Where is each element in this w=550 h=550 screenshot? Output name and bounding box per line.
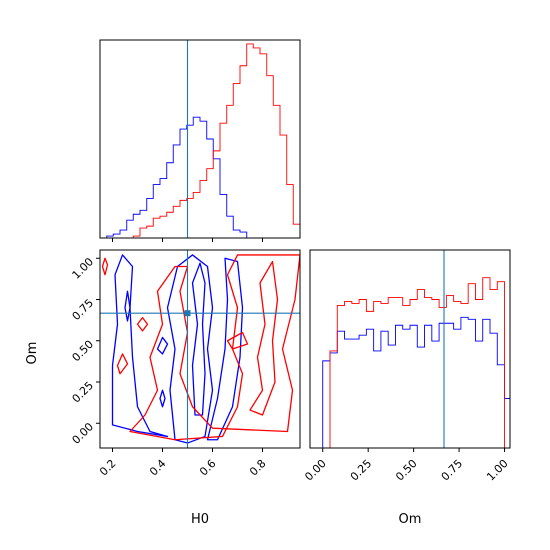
contour-4 bbox=[124, 290, 131, 322]
om-xtick-label-2: 0.50 bbox=[393, 457, 420, 484]
joint-ytick-label-1: 0.25 bbox=[70, 379, 97, 406]
joint-xlabel: H0 bbox=[191, 512, 209, 527]
om-hist-series-1 bbox=[315, 277, 510, 448]
om-histogram-panel: 0.00 0.25 0.50 0.75 1.00 Om bbox=[302, 249, 511, 527]
h0-hist-series-1 bbox=[100, 43, 300, 238]
joint-frame bbox=[99, 249, 301, 449]
om-hist-frame bbox=[309, 249, 511, 449]
contour-7 bbox=[129, 254, 300, 441]
contour-5 bbox=[156, 336, 169, 355]
om-xtick-label-3: 0.75 bbox=[439, 457, 466, 484]
contour-10 bbox=[116, 353, 129, 375]
joint-xtick-label-2: 0.6 bbox=[197, 457, 219, 479]
om-xtick-label-1: 0.25 bbox=[348, 457, 375, 484]
contour-12 bbox=[101, 257, 109, 276]
contour-8 bbox=[249, 260, 279, 416]
contour-11 bbox=[136, 317, 149, 332]
contour-6 bbox=[159, 389, 166, 408]
joint-contour-panel: 0.2 0.4 0.6 0.8 0.00 0.25 0.50 0.75 1.00 H0 Om bbox=[25, 249, 301, 527]
joint-xtick-label-3: 0.8 bbox=[247, 457, 269, 479]
contour-3 bbox=[206, 257, 244, 441]
joint-ytick-label-0: 0.00 bbox=[70, 420, 97, 447]
h0-histogram-panel bbox=[99, 39, 301, 242]
h0-hist-frame bbox=[99, 39, 301, 239]
contour-2 bbox=[191, 262, 206, 416]
joint-xtick-label-1: 0.4 bbox=[147, 457, 169, 479]
joint-ytick-label-3: 0.75 bbox=[70, 296, 97, 323]
contour-9 bbox=[226, 331, 249, 350]
truth-marker bbox=[184, 310, 191, 317]
joint-ytick-label-2: 0.50 bbox=[70, 338, 97, 365]
joint-ytick-label-4: 1.00 bbox=[70, 255, 97, 282]
om-xtick-label-0: 0.00 bbox=[302, 457, 329, 484]
om-xlabel: Om bbox=[399, 512, 422, 527]
h0-hist-series-0 bbox=[100, 116, 300, 238]
joint-ylabel: Om bbox=[25, 342, 40, 365]
joint-xtick-label-0: 0.2 bbox=[97, 457, 119, 479]
contour-1 bbox=[166, 254, 214, 444]
om-xtick-label-4: 1.00 bbox=[484, 457, 511, 484]
om-hist-series-0 bbox=[315, 316, 510, 448]
